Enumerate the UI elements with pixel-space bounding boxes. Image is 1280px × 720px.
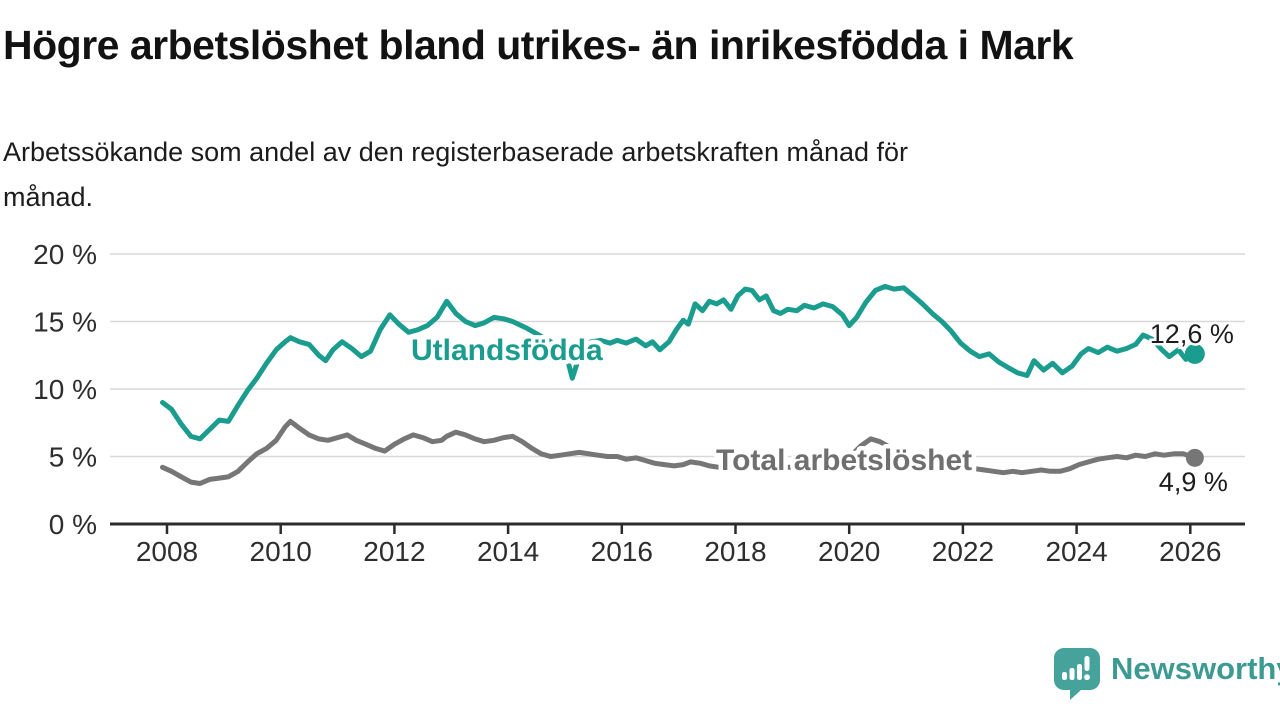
x-axis-label-2008: 2008 bbox=[136, 536, 198, 567]
utlandsfodda-end-value: 12,6 % bbox=[1150, 319, 1234, 349]
unemployment-line-chart: 0 % 5 % 10 % 15 % 20 % 2008 2010 2012 2014 2016 20… bbox=[33, 239, 1245, 567]
y-axis-label-10: 10 % bbox=[33, 374, 97, 405]
newsworthy-bubble-chart-icon bbox=[1054, 648, 1100, 700]
utlandsfodda-series-label: Utlandsfödda bbox=[411, 334, 603, 367]
x-axis-label-2012: 2012 bbox=[363, 536, 425, 567]
x-axis-label-2024: 2024 bbox=[1045, 536, 1107, 567]
y-axis-label-5: 5 % bbox=[49, 442, 97, 473]
x-axis-label-2010: 2010 bbox=[250, 536, 312, 567]
total-arbetsloshet-end-value: 4,9 % bbox=[1159, 467, 1228, 497]
subtitle-line-2: månad. bbox=[3, 182, 94, 212]
newsworthy-logo: Newsworthy bbox=[1054, 648, 1280, 700]
page-title: Högre arbetslöshet bland utrikes- än inr… bbox=[3, 22, 1074, 68]
total-arbetsloshet-line bbox=[160, 418, 1198, 486]
utlandsfodda-line bbox=[160, 283, 1198, 442]
y-axis-label-20: 20 % bbox=[33, 239, 97, 270]
utlandsfodda-end-dot bbox=[1184, 343, 1205, 364]
x-axis-label-2016: 2016 bbox=[591, 536, 653, 567]
x-axis-label-2018: 2018 bbox=[704, 536, 766, 567]
subtitle-line-1: Arbetssökande som andel av den registerb… bbox=[3, 137, 909, 167]
page-subtitle: Arbetssökande som andel av den registerb… bbox=[3, 130, 908, 220]
y-axis-label-15: 15 % bbox=[33, 307, 97, 338]
brand-name: Newsworthy bbox=[1111, 651, 1280, 686]
total-arbetsloshet-series-label: Total arbetslöshet bbox=[716, 444, 972, 477]
total-arbetsloshet-end-dot bbox=[1185, 448, 1204, 467]
x-axis-label-2022: 2022 bbox=[932, 536, 994, 567]
y-axis-label-0: 0 % bbox=[49, 509, 97, 540]
x-axis-label-2014: 2014 bbox=[477, 536, 539, 567]
x-axis-label-2026: 2026 bbox=[1159, 536, 1221, 567]
x-axis-label-2020: 2020 bbox=[818, 536, 880, 567]
